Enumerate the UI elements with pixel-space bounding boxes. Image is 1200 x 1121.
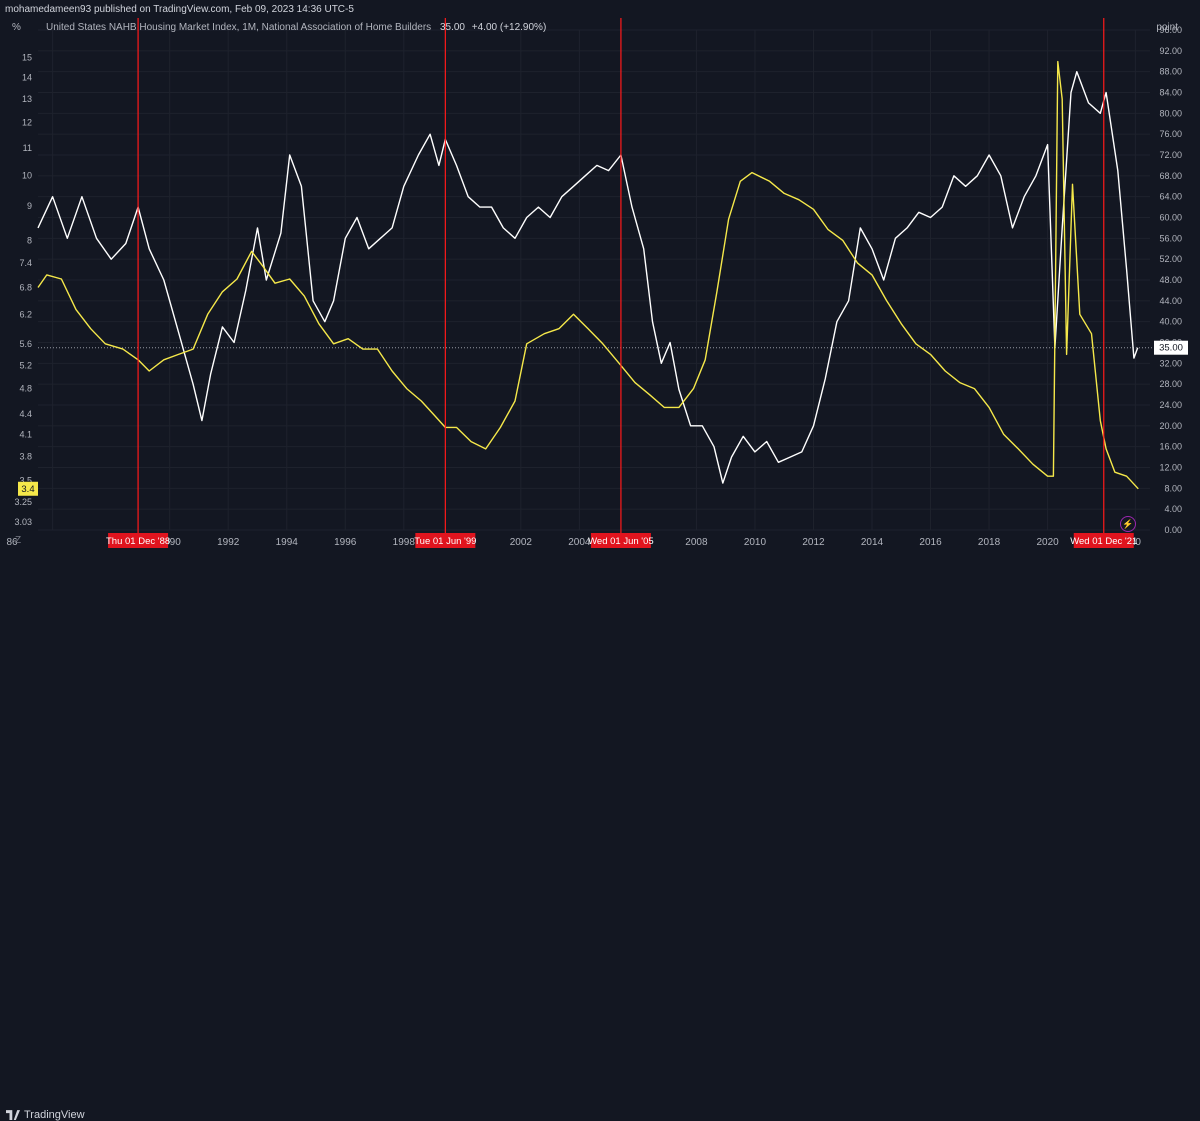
right-tick-label: 88.00 xyxy=(1159,67,1182,77)
left-tick-label: 10 xyxy=(22,170,32,180)
right-tick-label: 84.00 xyxy=(1159,88,1182,98)
left-tick-label: 6.2 xyxy=(19,309,32,319)
tradingview-logo-icon xyxy=(6,1110,20,1121)
left-tick-label: 14 xyxy=(22,73,32,83)
x-tick-label: 20 xyxy=(1130,537,1142,548)
right-tick-label: 68.00 xyxy=(1159,171,1182,181)
right-tick-label: 80.00 xyxy=(1159,108,1182,118)
marker-label: Thu 01 Dec '88 xyxy=(106,536,170,547)
marker-label: Tue 01 Jun '99 xyxy=(414,536,476,547)
marker-label-box xyxy=(108,533,169,548)
right-tick-label: 32.00 xyxy=(1159,358,1182,368)
x-tick-label: 1996 xyxy=(334,537,357,548)
x-tick-label: 86 xyxy=(6,537,18,548)
x-tick-label: 2018 xyxy=(978,537,1001,548)
marker-label-box xyxy=(415,533,476,548)
legend-change: +4.00 (+12.90%) xyxy=(471,22,547,33)
legend-value: 35.00 xyxy=(439,22,465,33)
tradingview-logo: TradingView xyxy=(6,1109,85,1121)
left-current-label: 3.4 xyxy=(21,484,34,495)
lightning-icon[interactable]: ⚡ xyxy=(1120,516,1136,532)
right-tick-label: 72.00 xyxy=(1159,150,1182,160)
published-by-text: mohamedameen93 published on TradingView.… xyxy=(5,4,354,15)
footer-bar: TradingView xyxy=(0,553,1200,1121)
left-tick-label: 5.6 xyxy=(19,339,32,349)
yellow-series-line xyxy=(37,60,1139,490)
left-tick-label: 4.8 xyxy=(19,384,32,394)
x-tick-label: 1992 xyxy=(217,537,240,548)
right-tick-label: 60.00 xyxy=(1159,213,1182,223)
right-tick-label: 48.00 xyxy=(1159,275,1182,285)
right-tick-label: 52.00 xyxy=(1159,254,1182,264)
right-tick-label: 28.00 xyxy=(1159,379,1182,389)
right-tick-label: 64.00 xyxy=(1159,192,1182,202)
right-tick-label: 16.00 xyxy=(1159,442,1182,452)
left-tick-label: 9 xyxy=(27,201,32,211)
right-tick-label: 0.00 xyxy=(1164,525,1182,535)
right-tick-label: 92.00 xyxy=(1159,46,1182,56)
x-tick-label: 1990 xyxy=(159,537,182,548)
right-tick-label: 44.00 xyxy=(1159,296,1182,306)
right-axis-unit: point xyxy=(1156,22,1178,33)
right-tick-label: 4.00 xyxy=(1164,504,1182,514)
marker-label: Wed 01 Dec '21 xyxy=(1070,536,1137,547)
left-tick-label: 15 xyxy=(22,53,32,63)
x-tick-label: 2002 xyxy=(510,537,533,548)
marker-label-box xyxy=(1073,533,1134,548)
x-tick-label: 2020 xyxy=(1036,537,1059,548)
tradingview-brand-text: TradingView xyxy=(24,1109,85,1121)
left-tick-label: 6.8 xyxy=(19,282,32,292)
left-tick-label: 3.03 xyxy=(14,517,32,527)
x-tick-label: 1994 xyxy=(276,537,299,548)
x-tick-label: 1998 xyxy=(393,537,416,548)
x-tick-label: 2008 xyxy=(685,537,708,548)
left-tick-label: 3.5 xyxy=(19,475,32,485)
x-tick-label: 2010 xyxy=(744,537,767,548)
right-tick-label: 20.00 xyxy=(1159,421,1182,431)
x-tick-label: 2012 xyxy=(802,537,825,548)
chart-canvas[interactable]: 86 1990 1992 1994 1996 1998 2002 2004 2008 2010 20… xyxy=(0,0,1200,573)
left-tick-label: 13 xyxy=(22,94,32,104)
zoom-reset-button[interactable]: Z xyxy=(15,535,22,546)
x-tick-label: 2016 xyxy=(919,537,942,548)
left-tick-label: 4.4 xyxy=(19,409,32,419)
series-legend[interactable]: United States NAHB Housing Market Index,… xyxy=(46,22,546,33)
top-bar: mohamedameen93 published on TradingView.… xyxy=(0,0,1200,18)
left-tick-label: 4.1 xyxy=(19,429,32,439)
marker-label: Wed 01 Jun '05 xyxy=(588,536,654,547)
right-tick-label: 76.00 xyxy=(1159,129,1182,139)
left-tick-label: 12 xyxy=(22,117,32,127)
left-tick-label: 8 xyxy=(27,235,32,245)
left-axis-unit: % xyxy=(12,22,21,33)
left-tick-label: 11 xyxy=(23,143,32,153)
right-current-badge xyxy=(1154,340,1188,355)
right-tick-label: 56.00 xyxy=(1159,233,1182,243)
right-tick-label: 8.00 xyxy=(1164,483,1182,493)
right-tick-label: 96.00 xyxy=(1159,25,1182,35)
left-current-badge xyxy=(18,481,38,496)
right-tick-label: 40.00 xyxy=(1159,317,1182,327)
right-tick-label: 12.00 xyxy=(1159,463,1182,473)
left-tick-label: 5.2 xyxy=(19,360,32,370)
left-tick-label: 3.8 xyxy=(19,451,32,461)
legend-title: United States NAHB Housing Market Index,… xyxy=(46,22,432,33)
right-tick-label: 24.00 xyxy=(1159,400,1182,410)
left-tick-label: 3.25 xyxy=(14,497,32,507)
left-tick-label: 7.4 xyxy=(19,258,32,268)
x-tick-label: 2014 xyxy=(861,537,884,548)
right-current-label: 35.00 xyxy=(1159,343,1183,354)
marker-label-box xyxy=(590,533,651,548)
x-tick-label: 2004 xyxy=(568,537,591,548)
